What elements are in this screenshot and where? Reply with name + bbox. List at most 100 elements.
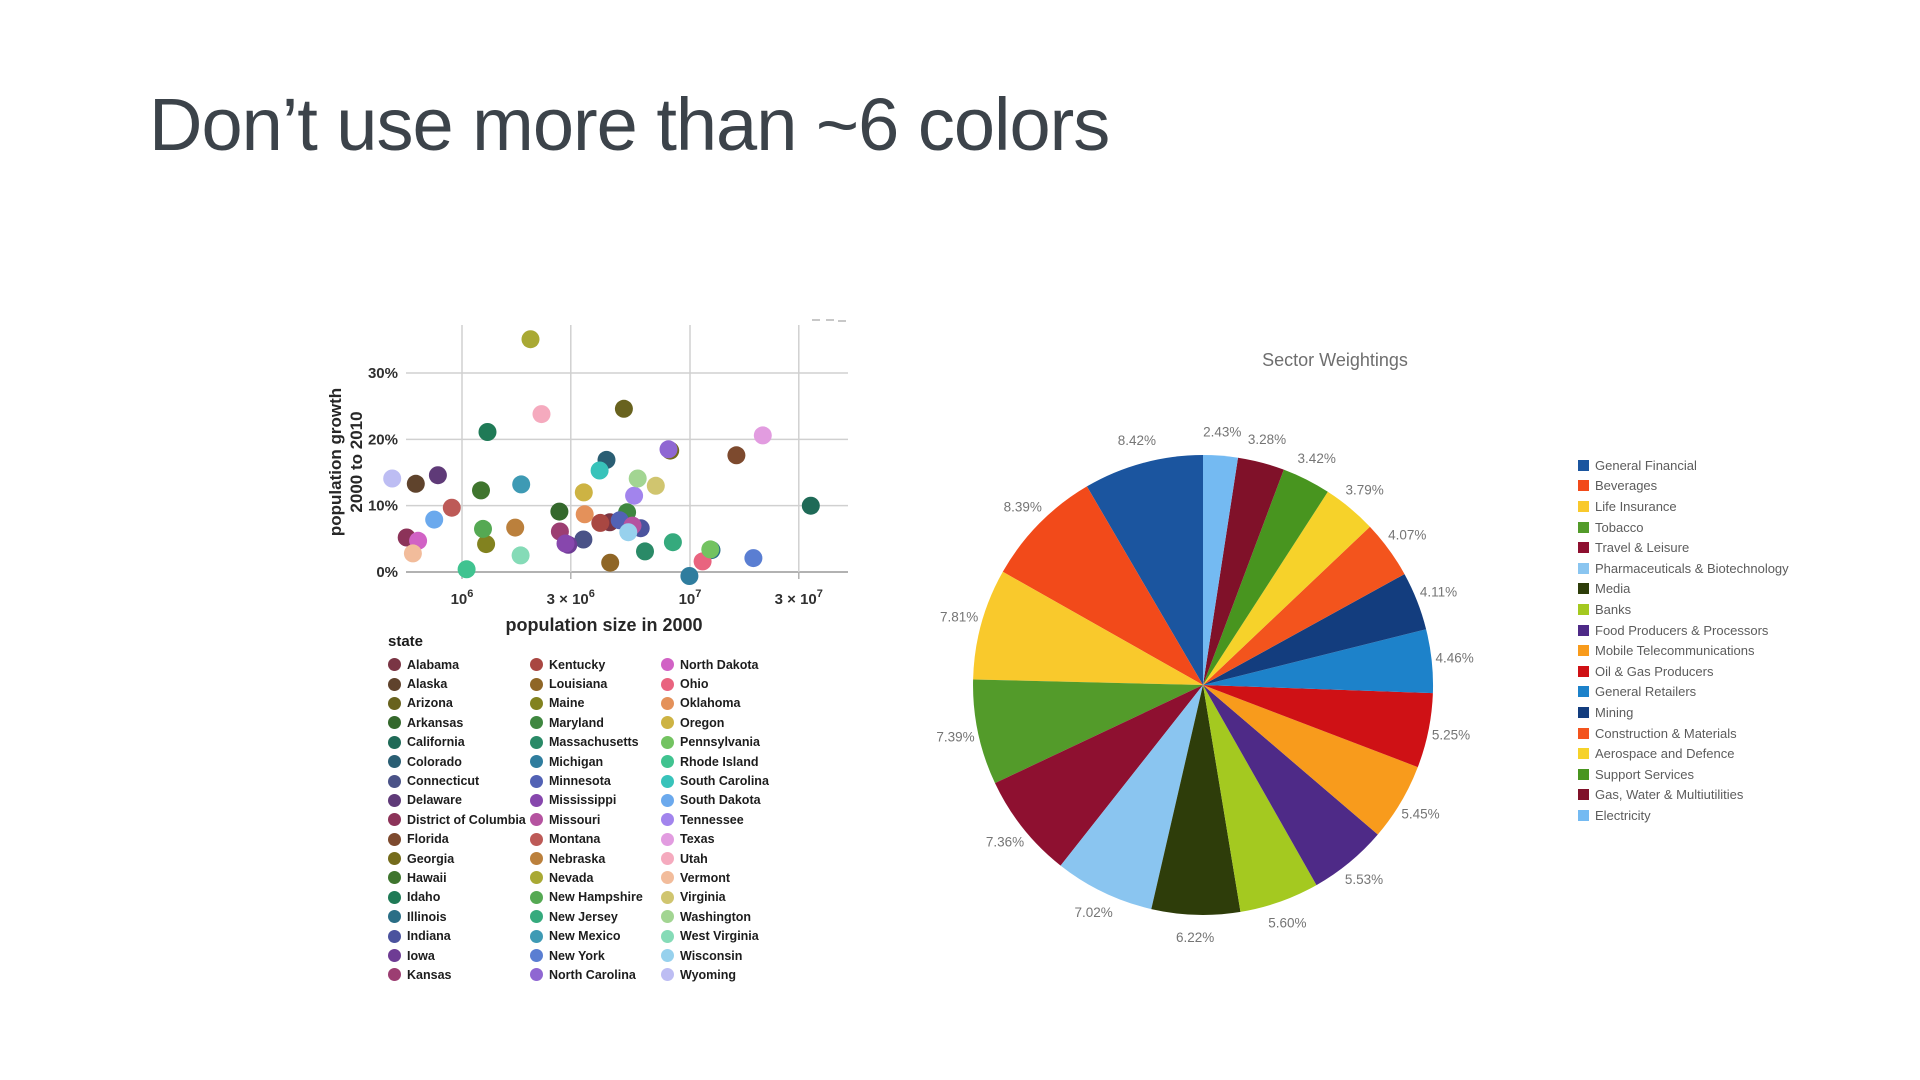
x-tick-label: 3 × 106 (547, 588, 595, 608)
legend-item-minnesota: Minnesota (530, 771, 661, 790)
scatter-point-new-jersey (663, 533, 682, 552)
pie-slice-beverages (1002, 486, 1203, 685)
legend-label: District of Columbia (407, 812, 526, 827)
legend-dot (530, 716, 543, 730)
pie-legend-label: Beverages (1595, 478, 1658, 494)
scatter-point-texas (753, 426, 772, 445)
legend-dot (530, 968, 543, 982)
pie-legend-swatch (1578, 727, 1589, 739)
scatter-point-nevada (521, 330, 540, 349)
legend-label: Missouri (549, 812, 601, 827)
scatter-point-arizona (614, 399, 633, 418)
legend-label: Ohio (680, 677, 709, 692)
legend-item-new-mexico: New Mexico (530, 926, 661, 945)
legend-item-kentucky: Kentucky (530, 655, 661, 674)
legend-item-mississippi: Mississippi (530, 791, 661, 810)
scatter-chart: 0% 10% 20% 30% 106 3 × 106 107 3 × 107 populatio… (326, 319, 848, 635)
legend-dot (661, 755, 674, 769)
pie-legend-swatch (1578, 686, 1589, 698)
pie-slice-life-insurance (973, 571, 1203, 685)
x-tick-label: 3 × 107 (775, 588, 823, 608)
legend-item-maine: Maine (530, 694, 661, 713)
legend-dot (530, 949, 543, 963)
pie-slice-banks (1203, 685, 1317, 912)
legend-label: Colorado (407, 754, 462, 769)
legend-item-missouri: Missouri (530, 810, 661, 829)
pie-legend-item-oil-gas-producers: Oil & Gas Producers (1578, 661, 1789, 682)
pie-legend-swatch (1578, 645, 1589, 657)
legend-dot (530, 696, 543, 710)
legend-item-west-virginia: West Virginia (661, 926, 792, 945)
scatter-point-vermont (403, 544, 422, 563)
pie-legend-swatch (1578, 789, 1589, 801)
legend-item-district-of-columbia: District of Columbia (388, 810, 530, 829)
legend-label: Tennessee (680, 812, 744, 827)
pie-slice-value-label: 8.42% (1118, 433, 1156, 448)
pie-slice-value-label: 4.07% (1388, 528, 1426, 543)
pie-slice-value-label: 4.11% (1420, 585, 1457, 600)
pie-slice-value-label: 5.25% (1432, 727, 1470, 742)
legend-dot (388, 910, 401, 924)
pie-legend-label: Food Producers & Processors (1595, 622, 1769, 638)
legend-item-utah: Utah (661, 849, 792, 868)
pie-legend-item-life-insurance: Life Insurance (1578, 496, 1789, 517)
pie-slice-tobacco (973, 679, 1203, 784)
pie-legend-label: Mobile Telecommunications (1595, 643, 1755, 659)
pie-legend-swatch (1578, 583, 1589, 595)
scatter-point-rhode-island (457, 560, 476, 579)
pie-legend-swatch (1578, 500, 1589, 512)
x-tick-label: 106 (451, 588, 474, 608)
legend-item-north-carolina: North Carolina (530, 965, 661, 984)
pie-legend-swatch (1578, 809, 1589, 821)
pie-legend-swatch (1578, 480, 1589, 492)
legend-dot (530, 658, 543, 672)
legend-dot (661, 677, 674, 691)
legend-label: Washington (680, 909, 752, 924)
legend-item-montana: Montana (530, 830, 661, 849)
legend-label: Montana (549, 832, 601, 847)
scatter-legend: state Alabama Alaska Arizona Arkansas Califo… (388, 633, 792, 985)
legend-item-michigan: Michigan (530, 752, 661, 771)
legend-label: Texas (680, 832, 715, 847)
legend-dot (530, 929, 543, 943)
legend-dot (530, 735, 543, 749)
scatter-point-michigan (680, 567, 699, 585)
legend-dot (388, 968, 401, 982)
legend-label: Nebraska (549, 851, 606, 866)
pie-legend-label: General Financial (1595, 457, 1697, 473)
scatter-x-axis-label: population size in 2000 (505, 615, 702, 635)
scatter-legend-title: state (388, 633, 424, 650)
legend-item-iowa: Iowa (388, 946, 530, 965)
pie-legend-swatch (1578, 624, 1589, 636)
pie-legend-label: Construction & Materials (1595, 725, 1737, 741)
pie-slice-support-services (1203, 469, 1328, 685)
pie-legend-label: Tobacco (1595, 519, 1644, 535)
scatter-legend-column: North Dakota Ohio Oklahoma Oregon Pennsylvan… (661, 655, 792, 985)
legend-dot (388, 716, 401, 730)
scatter-point-kentucky (591, 513, 610, 532)
pie-legend-swatch (1578, 542, 1589, 554)
legend-dot (661, 871, 674, 885)
legend-item-illinois: Illinois (388, 907, 530, 926)
legend-label: Alaska (407, 677, 448, 692)
y-tick-label: 0% (376, 564, 398, 581)
scatter-legend-column: Alabama Alaska Arizona Arkansas California Co… (388, 655, 530, 985)
legend-label: Illinois (407, 909, 447, 924)
pie-legend-swatch (1578, 521, 1589, 533)
legend-item-oklahoma: Oklahoma (661, 694, 792, 713)
legend-label: Massachusetts (549, 735, 639, 750)
pie-slice-value-label: 6.22% (1176, 930, 1214, 945)
legend-label: Kentucky (549, 657, 606, 672)
pie-legend-label: Life Insurance (1595, 498, 1677, 514)
scatter-point-new-hampshire (474, 519, 492, 538)
pie-slice-value-label: 2.43% (1203, 425, 1241, 440)
pie-slice-value-label: 5.60% (1268, 916, 1306, 931)
legend-item-oregon: Oregon (661, 713, 792, 732)
legend-label: South Dakota (680, 793, 761, 808)
scatter-point-washington (628, 469, 647, 488)
pie-legend-label: Mining (1595, 704, 1634, 720)
legend-item-connecticut: Connecticut (388, 771, 530, 790)
legend-label: Utah (680, 851, 708, 866)
pie-legend-swatch (1578, 459, 1589, 471)
legend-label: New Mexico (549, 929, 621, 944)
